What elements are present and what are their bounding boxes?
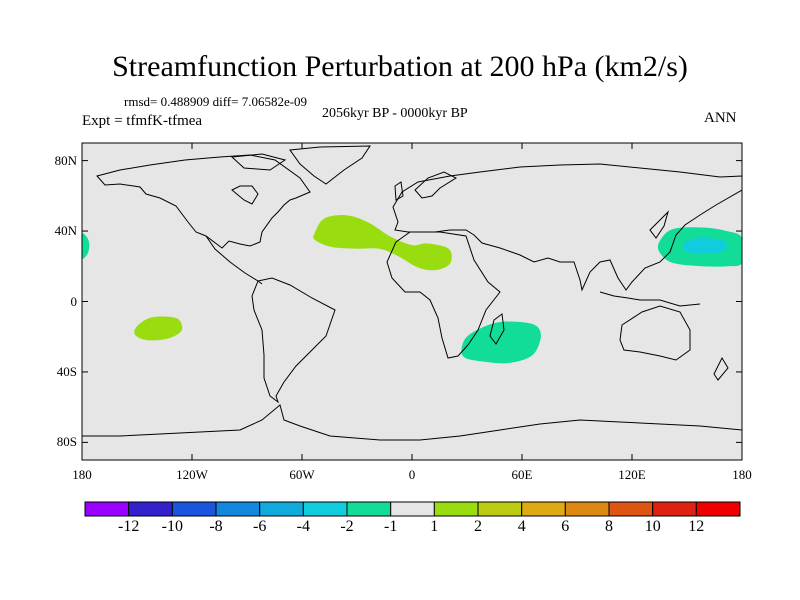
coast-antarctica (82, 404, 742, 441)
coast-uk (394, 181, 404, 201)
season-label: ANN (704, 110, 737, 126)
coast-south-america (251, 277, 336, 404)
colorbar-level-label: 10 (644, 518, 661, 535)
coast-indonesia (599, 291, 701, 307)
coast-arctic-islands (230, 153, 287, 171)
colorbar-level-label: 12 (688, 518, 705, 535)
colorbar-box (390, 501, 435, 517)
lon-label: 120W (176, 467, 208, 482)
colorbar-level-label: 4 (517, 518, 526, 535)
page-title: Streamfunction Perturbation at 200 hPa (… (112, 50, 688, 83)
colorbar-level-label: -12 (118, 518, 140, 535)
coast-africa (386, 231, 501, 359)
colorbar-box (84, 501, 130, 517)
coast-eurasia (392, 163, 742, 292)
lat-label: 40S (56, 363, 77, 379)
colorbar-box (564, 501, 610, 517)
colorbar-level-label: 2 (474, 518, 482, 535)
colorbar-box (346, 501, 392, 517)
colorbar-box (695, 501, 741, 517)
colorbar-box (302, 501, 348, 517)
lat-label: 0 (70, 293, 78, 309)
anomaly-south-pacific-positive (134, 316, 183, 341)
anomaly-southwest-indian-negative (461, 321, 541, 364)
coast-hudson-bay (231, 185, 259, 205)
colorbar-level-label: -10 (161, 518, 183, 535)
time-period-subtitle: 2056kyr BP - 0000kyr BP (322, 106, 468, 121)
coastlines (82, 145, 742, 441)
colorbar-level-label: 6 (561, 518, 570, 535)
lon-label: 120E (618, 467, 646, 482)
coast-japan (649, 210, 670, 239)
anomaly-north-pacific-core (682, 237, 728, 254)
colorbar-box (521, 501, 566, 517)
lon-label: 180 (72, 467, 92, 482)
colorbar (84, 501, 741, 517)
colorbar-box (259, 501, 304, 517)
anomaly-dateline-edge-negative (82, 233, 90, 259)
lon-label: 60E (511, 467, 533, 482)
colorbar-level-label: -8 (209, 518, 223, 535)
lon-label: 0 (408, 467, 416, 482)
anomaly-north-atlantic-positive (313, 215, 452, 271)
colorbar-level-label: 8 (605, 518, 613, 535)
experiment-label: Expt = tfmfK-tfmea (82, 113, 203, 129)
colorbar-box (128, 501, 173, 517)
colorbar-level-label: 1 (430, 518, 439, 535)
colorbar-box (433, 501, 479, 517)
lat-label: 80N (54, 152, 77, 168)
colorbar-level-label: -2 (340, 518, 354, 535)
colorbar-box (171, 501, 217, 517)
anomaly-layer (82, 215, 742, 364)
colorbar-level-label: -1 (384, 518, 398, 535)
colorbar-level-label: -4 (296, 518, 310, 535)
coast-scandinavia (414, 171, 458, 199)
coast-madagascar (489, 313, 505, 345)
map-background (82, 143, 742, 460)
axis-ticks (81, 143, 743, 460)
lat-label: 80S (56, 434, 77, 450)
coast-greenland (289, 145, 371, 185)
lon-label: 60W (289, 467, 315, 482)
coast-new-zealand (713, 356, 729, 381)
rmsd-diff-stats: rmsd= 0.488909 diff= 7.06582e-09 (124, 94, 308, 109)
colorbar-box (608, 501, 654, 517)
lat-label: 40N (54, 223, 77, 239)
colorbar-box (477, 501, 523, 517)
colorbar-box (652, 501, 697, 517)
lon-label: 180 (732, 467, 752, 482)
colorbar-box (215, 501, 261, 517)
coast-central-america (205, 235, 263, 285)
colorbar-level-label: -6 (253, 518, 267, 535)
coast-australia (619, 305, 691, 361)
